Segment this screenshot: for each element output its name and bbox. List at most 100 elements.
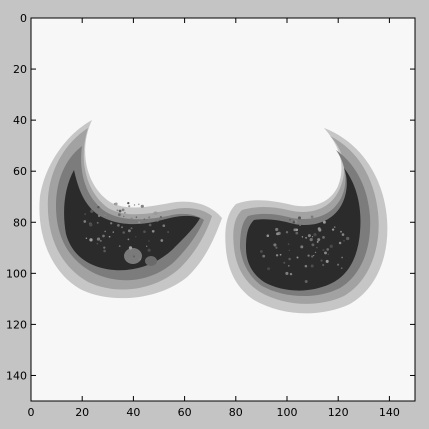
speckle-dot (124, 211, 126, 214)
ct-slice-image (31, 18, 415, 401)
speckle-dot (289, 272, 293, 276)
speckle-dot (313, 233, 317, 237)
speckle-dot (133, 204, 136, 206)
speckle-dot (99, 239, 102, 242)
speckle-dot (346, 236, 350, 241)
speckle-dot (322, 249, 325, 252)
speckle-dot (326, 248, 330, 251)
speckle-dot (309, 237, 313, 242)
speckle-dot (96, 237, 101, 241)
speckle-dot (116, 209, 119, 212)
speckle-dot (331, 228, 335, 231)
axes-frame (30, 17, 416, 402)
speckle-dot (322, 236, 325, 239)
speckle-dot (293, 228, 297, 232)
y-tick-label: 140 (6, 369, 27, 382)
speckle-dot (307, 234, 311, 238)
speckle-dot (295, 231, 299, 235)
speckle-dot (84, 213, 86, 215)
left-lung (39, 120, 222, 299)
speckle-dot (340, 230, 342, 233)
speckle-dot (285, 271, 289, 275)
speckle-dot (267, 267, 271, 271)
speckle-dot (162, 224, 166, 228)
speckle-dot (322, 263, 325, 267)
speckle-dot (85, 237, 88, 239)
parenchyma-speckle (83, 201, 350, 283)
speckle-dot (297, 216, 302, 220)
speckle-dot (307, 254, 310, 257)
speckle-dot (104, 214, 106, 217)
speckle-dot (97, 206, 100, 209)
speckle-dot (89, 223, 93, 227)
speckle-dot (275, 227, 279, 232)
speckle-dot (310, 215, 314, 219)
speckle-dot (275, 246, 278, 249)
x-tick-label: 60 (178, 406, 192, 419)
speckle-dot (135, 216, 138, 218)
speckle-dot (83, 220, 87, 223)
speckle-dot (132, 254, 135, 257)
y-tick-label: 0 (20, 12, 27, 25)
speckle-dot (313, 254, 315, 257)
speckle-dot (260, 250, 263, 253)
speckle-dot (128, 205, 131, 208)
y-axis: 0 20 40 60 80 100 120 140 (6, 12, 415, 382)
speckle-dot (103, 246, 106, 249)
y-tick-label: 40 (13, 114, 27, 127)
speckle-dot (118, 213, 121, 217)
y-tick-label: 20 (13, 63, 27, 76)
speckle-dot (292, 220, 295, 223)
speckle-dot (322, 220, 326, 224)
speckle-dot (130, 227, 133, 230)
speckle-dot (143, 218, 146, 221)
speckle-dot (317, 227, 321, 231)
speckle-dot (97, 214, 101, 218)
speckle-dot (153, 211, 157, 215)
speckle-dot (304, 264, 308, 268)
y-tick-label: 80 (13, 216, 27, 229)
speckle-dot (155, 219, 159, 222)
x-tick-label: 20 (75, 406, 89, 419)
speckle-dot (305, 236, 308, 239)
speckle-dot (310, 264, 314, 268)
speckle-dot (138, 258, 142, 261)
speckle-dot (140, 204, 144, 208)
speckle-dot (341, 256, 343, 259)
speckle-dot (320, 259, 323, 262)
speckle-dot (112, 231, 115, 233)
speckle-dot (311, 236, 314, 238)
speckle-dot (148, 240, 150, 242)
x-tick-label: 120 (328, 406, 349, 419)
speckle-dot (121, 226, 123, 229)
speckle-dot (287, 243, 290, 245)
speckle-dot (279, 253, 282, 256)
speckle-dot (118, 245, 121, 247)
speckle-dot (329, 244, 333, 248)
speckle-dot (311, 255, 314, 258)
speckle-dot (127, 201, 130, 205)
speckle-dot (333, 226, 336, 228)
speckle-dot (314, 251, 317, 254)
speckle-dot (160, 239, 164, 242)
x-axis: 0 20 40 60 80 100 120 140 (28, 18, 400, 419)
speckle-dot (159, 215, 162, 219)
speckle-dot (127, 229, 131, 233)
speckle-dot (304, 280, 308, 283)
speckle-dot (167, 231, 170, 233)
speckle-dot (296, 256, 299, 259)
x-tick-label: 40 (126, 406, 140, 419)
speckle-dot (288, 249, 290, 252)
speckle-dot (283, 261, 286, 264)
speckle-dot (287, 264, 290, 267)
speckle-dot (262, 254, 266, 258)
speckle-dot (275, 254, 279, 257)
speckle-dot (103, 249, 106, 253)
speckle-dot (288, 257, 291, 261)
x-tick-label: 100 (277, 406, 298, 419)
speckle-dot (148, 223, 152, 227)
speckle-dot (138, 221, 141, 224)
speckle-dot (341, 233, 345, 236)
speckle-dot (316, 247, 318, 249)
